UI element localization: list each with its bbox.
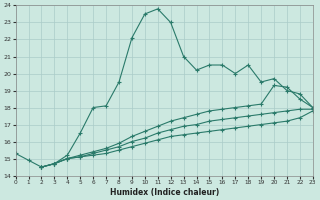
X-axis label: Humidex (Indice chaleur): Humidex (Indice chaleur): [109, 188, 219, 197]
